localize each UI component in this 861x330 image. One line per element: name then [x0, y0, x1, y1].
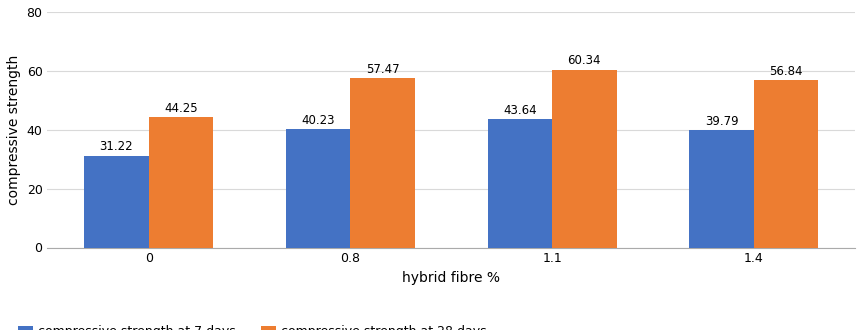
Y-axis label: compressive strength: compressive strength [7, 54, 21, 205]
Text: 44.25: 44.25 [164, 102, 197, 115]
Text: 60.34: 60.34 [567, 54, 600, 67]
Bar [551, 70, 616, 248]
Bar [350, 78, 414, 248]
Bar [84, 155, 148, 248]
Text: 39.79: 39.79 [704, 115, 738, 128]
Bar [286, 129, 350, 248]
Text: 57.47: 57.47 [365, 63, 399, 76]
Legend: compressive strength at 7 days, compressive strength at 28 days: compressive strength at 7 days, compress… [13, 320, 491, 330]
X-axis label: hybrid fibre %: hybrid fibre % [402, 271, 499, 285]
Bar [487, 119, 551, 248]
Text: 31.22: 31.22 [99, 140, 133, 153]
Text: 56.84: 56.84 [768, 65, 802, 78]
Bar [148, 117, 213, 248]
Bar [753, 80, 817, 248]
Text: 43.64: 43.64 [503, 104, 536, 116]
Bar [689, 130, 753, 248]
Text: 40.23: 40.23 [301, 114, 334, 127]
